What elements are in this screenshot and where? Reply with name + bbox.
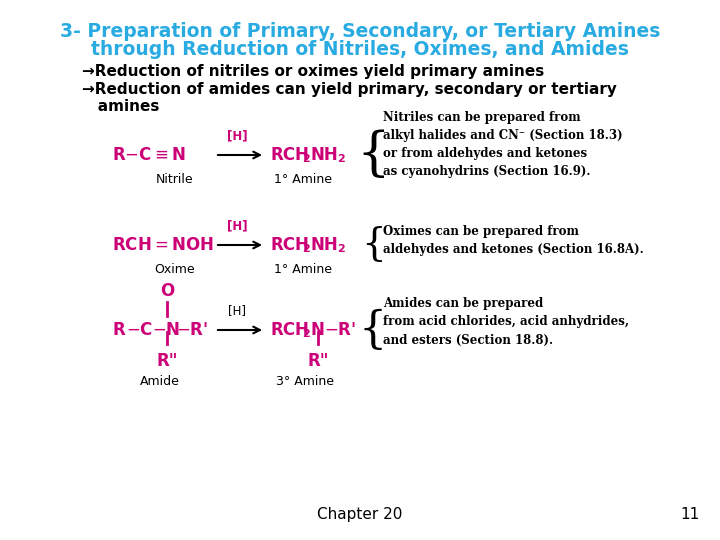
Text: N: N xyxy=(310,321,324,339)
Text: 2: 2 xyxy=(302,329,310,339)
Text: 2: 2 xyxy=(337,154,345,164)
Text: RCH: RCH xyxy=(270,236,309,254)
Text: Oxime: Oxime xyxy=(155,263,195,276)
Text: R": R" xyxy=(307,352,329,370)
Text: 2: 2 xyxy=(337,244,345,254)
Text: $-$C: $-$C xyxy=(126,321,153,339)
Text: Amide: Amide xyxy=(140,375,180,388)
Text: [H]: [H] xyxy=(227,219,247,232)
Text: RCH: RCH xyxy=(270,146,309,164)
Text: Nitriles can be prepared from
alkyl halides and CN⁻ (Section 18.3)
or from aldeh: Nitriles can be prepared from alkyl hali… xyxy=(383,111,623,179)
Text: $-$N: $-$N xyxy=(152,321,180,339)
Text: 1° Amine: 1° Amine xyxy=(274,263,332,276)
Text: amines: amines xyxy=(82,99,159,114)
Text: Oximes can be prepared from
aldehydes and ketones (Section 16.8A).: Oximes can be prepared from aldehydes an… xyxy=(383,226,644,256)
Text: 1° Amine: 1° Amine xyxy=(274,173,332,186)
Text: O: O xyxy=(160,282,174,300)
Text: R$-$C$\equiv$N: R$-$C$\equiv$N xyxy=(112,146,186,164)
Text: →Reduction of nitriles or oximes yield primary amines: →Reduction of nitriles or oximes yield p… xyxy=(82,64,544,79)
Text: NH: NH xyxy=(310,236,338,254)
Text: NH: NH xyxy=(310,146,338,164)
Text: {: { xyxy=(361,226,385,264)
Text: 2: 2 xyxy=(302,154,310,164)
Text: [H]: [H] xyxy=(228,304,246,317)
Text: RCH: RCH xyxy=(270,321,309,339)
Text: R": R" xyxy=(156,352,178,370)
Text: $-$R': $-$R' xyxy=(324,321,356,339)
Text: {: { xyxy=(356,130,390,180)
Text: RCH$=$NOH: RCH$=$NOH xyxy=(112,236,214,254)
Text: →Reduction of amides can yield primary, secondary or tertiary: →Reduction of amides can yield primary, … xyxy=(82,82,617,97)
Text: Amides can be prepared
from acid chlorides, acid anhydrides,
and esters (Section: Amides can be prepared from acid chlorid… xyxy=(383,298,629,347)
Text: Nitrile: Nitrile xyxy=(156,173,194,186)
Text: 11: 11 xyxy=(680,507,700,522)
Text: 2: 2 xyxy=(302,244,310,254)
Text: R: R xyxy=(112,321,125,339)
Text: Chapter 20: Chapter 20 xyxy=(318,507,402,522)
Text: through Reduction of Nitriles, Oximes, and Amides: through Reduction of Nitriles, Oximes, a… xyxy=(91,40,629,59)
Text: $-$R': $-$R' xyxy=(176,321,208,339)
Text: 3° Amine: 3° Amine xyxy=(276,375,334,388)
Text: [H]: [H] xyxy=(227,129,247,142)
Text: 3- Preparation of Primary, Secondary, or Tertiary Amines: 3- Preparation of Primary, Secondary, or… xyxy=(60,22,660,41)
Text: {: { xyxy=(359,308,387,352)
